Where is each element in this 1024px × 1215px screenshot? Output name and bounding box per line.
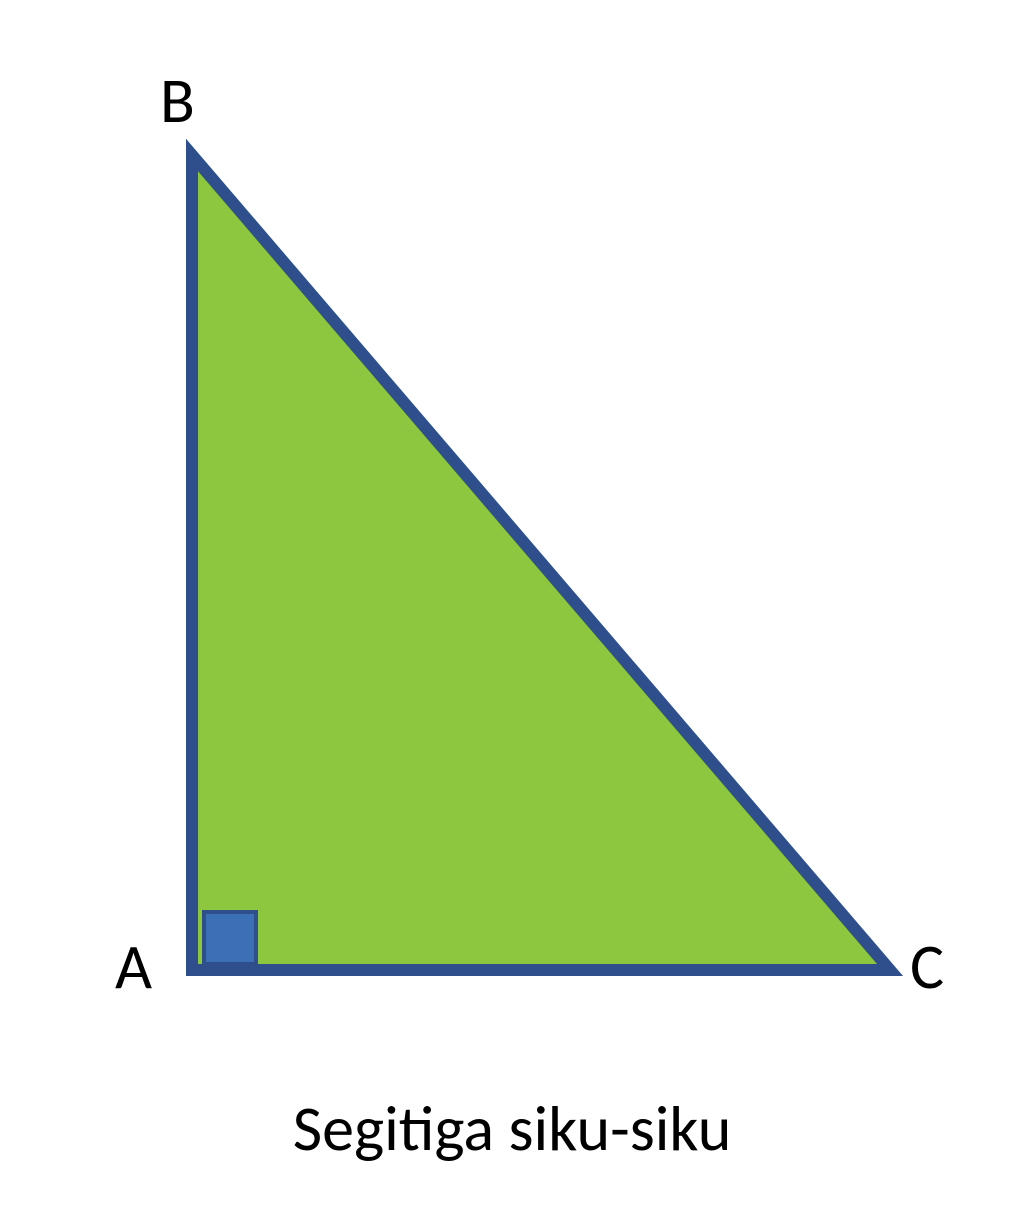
vertex-label-c: C [910,928,944,1006]
vertex-label-a: A [115,928,152,1006]
vertex-label-b: B [160,62,195,140]
diagram-caption: Segitiga siku-siku [0,1090,1024,1168]
triangle-shape [192,155,890,970]
triangle-diagram: A B C Segitiga siku-siku [0,0,1024,1215]
right-angle-marker-icon [204,912,256,964]
triangle-svg [0,0,1024,1215]
